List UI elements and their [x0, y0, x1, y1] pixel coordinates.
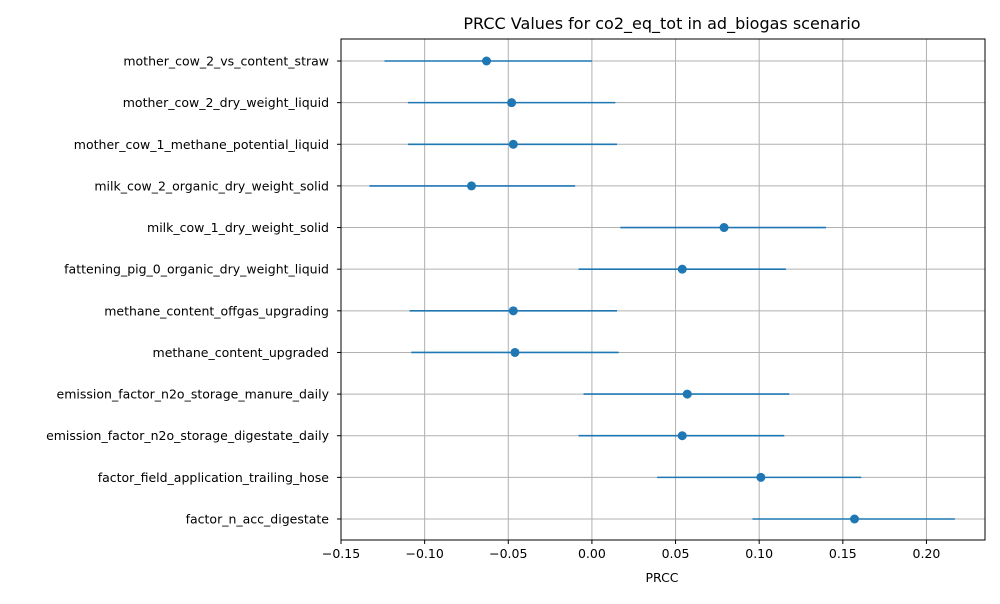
prcc-point — [466, 181, 476, 191]
chart-title: PRCC Values for co2_eq_tot in ad_biogas … — [463, 14, 860, 34]
prcc-point — [508, 306, 518, 316]
y-tick-label: emission_factor_n2o_storage_manure_daily — [57, 387, 330, 402]
prcc-point — [682, 389, 692, 399]
y-tick-label: milk_cow_1_dry_weight_solid — [147, 220, 329, 235]
x-tick-label: 0.00 — [578, 546, 606, 561]
x-axis-label: PRCC — [645, 570, 678, 585]
x-tick-label: −0.15 — [322, 546, 360, 561]
prcc-point — [507, 98, 517, 108]
prcc-point — [482, 56, 492, 66]
x-tick-label: 0.10 — [745, 546, 773, 561]
prcc-point — [719, 223, 729, 233]
y-tick-label: mother_cow_2_dry_weight_liquid — [123, 95, 329, 110]
data-layer — [369, 56, 955, 524]
x-axis: −0.15 −0.10 −0.05 0.00 0.05 0.10 0.15 0.20 — [322, 540, 941, 561]
y-tick-label: mother_cow_1_methane_potential_liquid — [74, 137, 329, 152]
prcc-point — [677, 431, 687, 441]
x-tick-label: 0.15 — [829, 546, 857, 561]
axes-frame — [340, 38, 986, 541]
y-tick-label: factor_n_acc_digestate — [186, 512, 330, 527]
prcc-point — [850, 514, 860, 524]
y-tick-label: factor_field_application_trailing_hose — [98, 470, 330, 485]
y-tick-label: methane_content_upgraded — [153, 345, 329, 360]
x-tick-label: 0.20 — [913, 546, 941, 561]
x-tick-label: −0.05 — [489, 546, 527, 561]
prcc-point — [677, 264, 687, 274]
x-tick-label: −0.10 — [405, 546, 443, 561]
y-tick-label: mother_cow_2_vs_content_straw — [123, 54, 329, 69]
y-axis: mother_cow_2_vs_content_straw mother_cow_… — [46, 54, 341, 527]
prcc-point — [510, 347, 520, 357]
prcc-point — [756, 472, 766, 482]
y-tick-label: emission_factor_n2o_storage_digestate_da… — [46, 428, 330, 443]
y-tick-label: milk_cow_2_organic_dry_weight_solid — [94, 178, 329, 193]
y-tick-label: methane_content_offgas_upgrading — [104, 303, 329, 318]
prcc-point — [508, 139, 518, 149]
x-tick-label: 0.05 — [662, 546, 690, 561]
y-tick-label: fattening_pig_0_organic_dry_weight_liqui… — [64, 262, 329, 277]
